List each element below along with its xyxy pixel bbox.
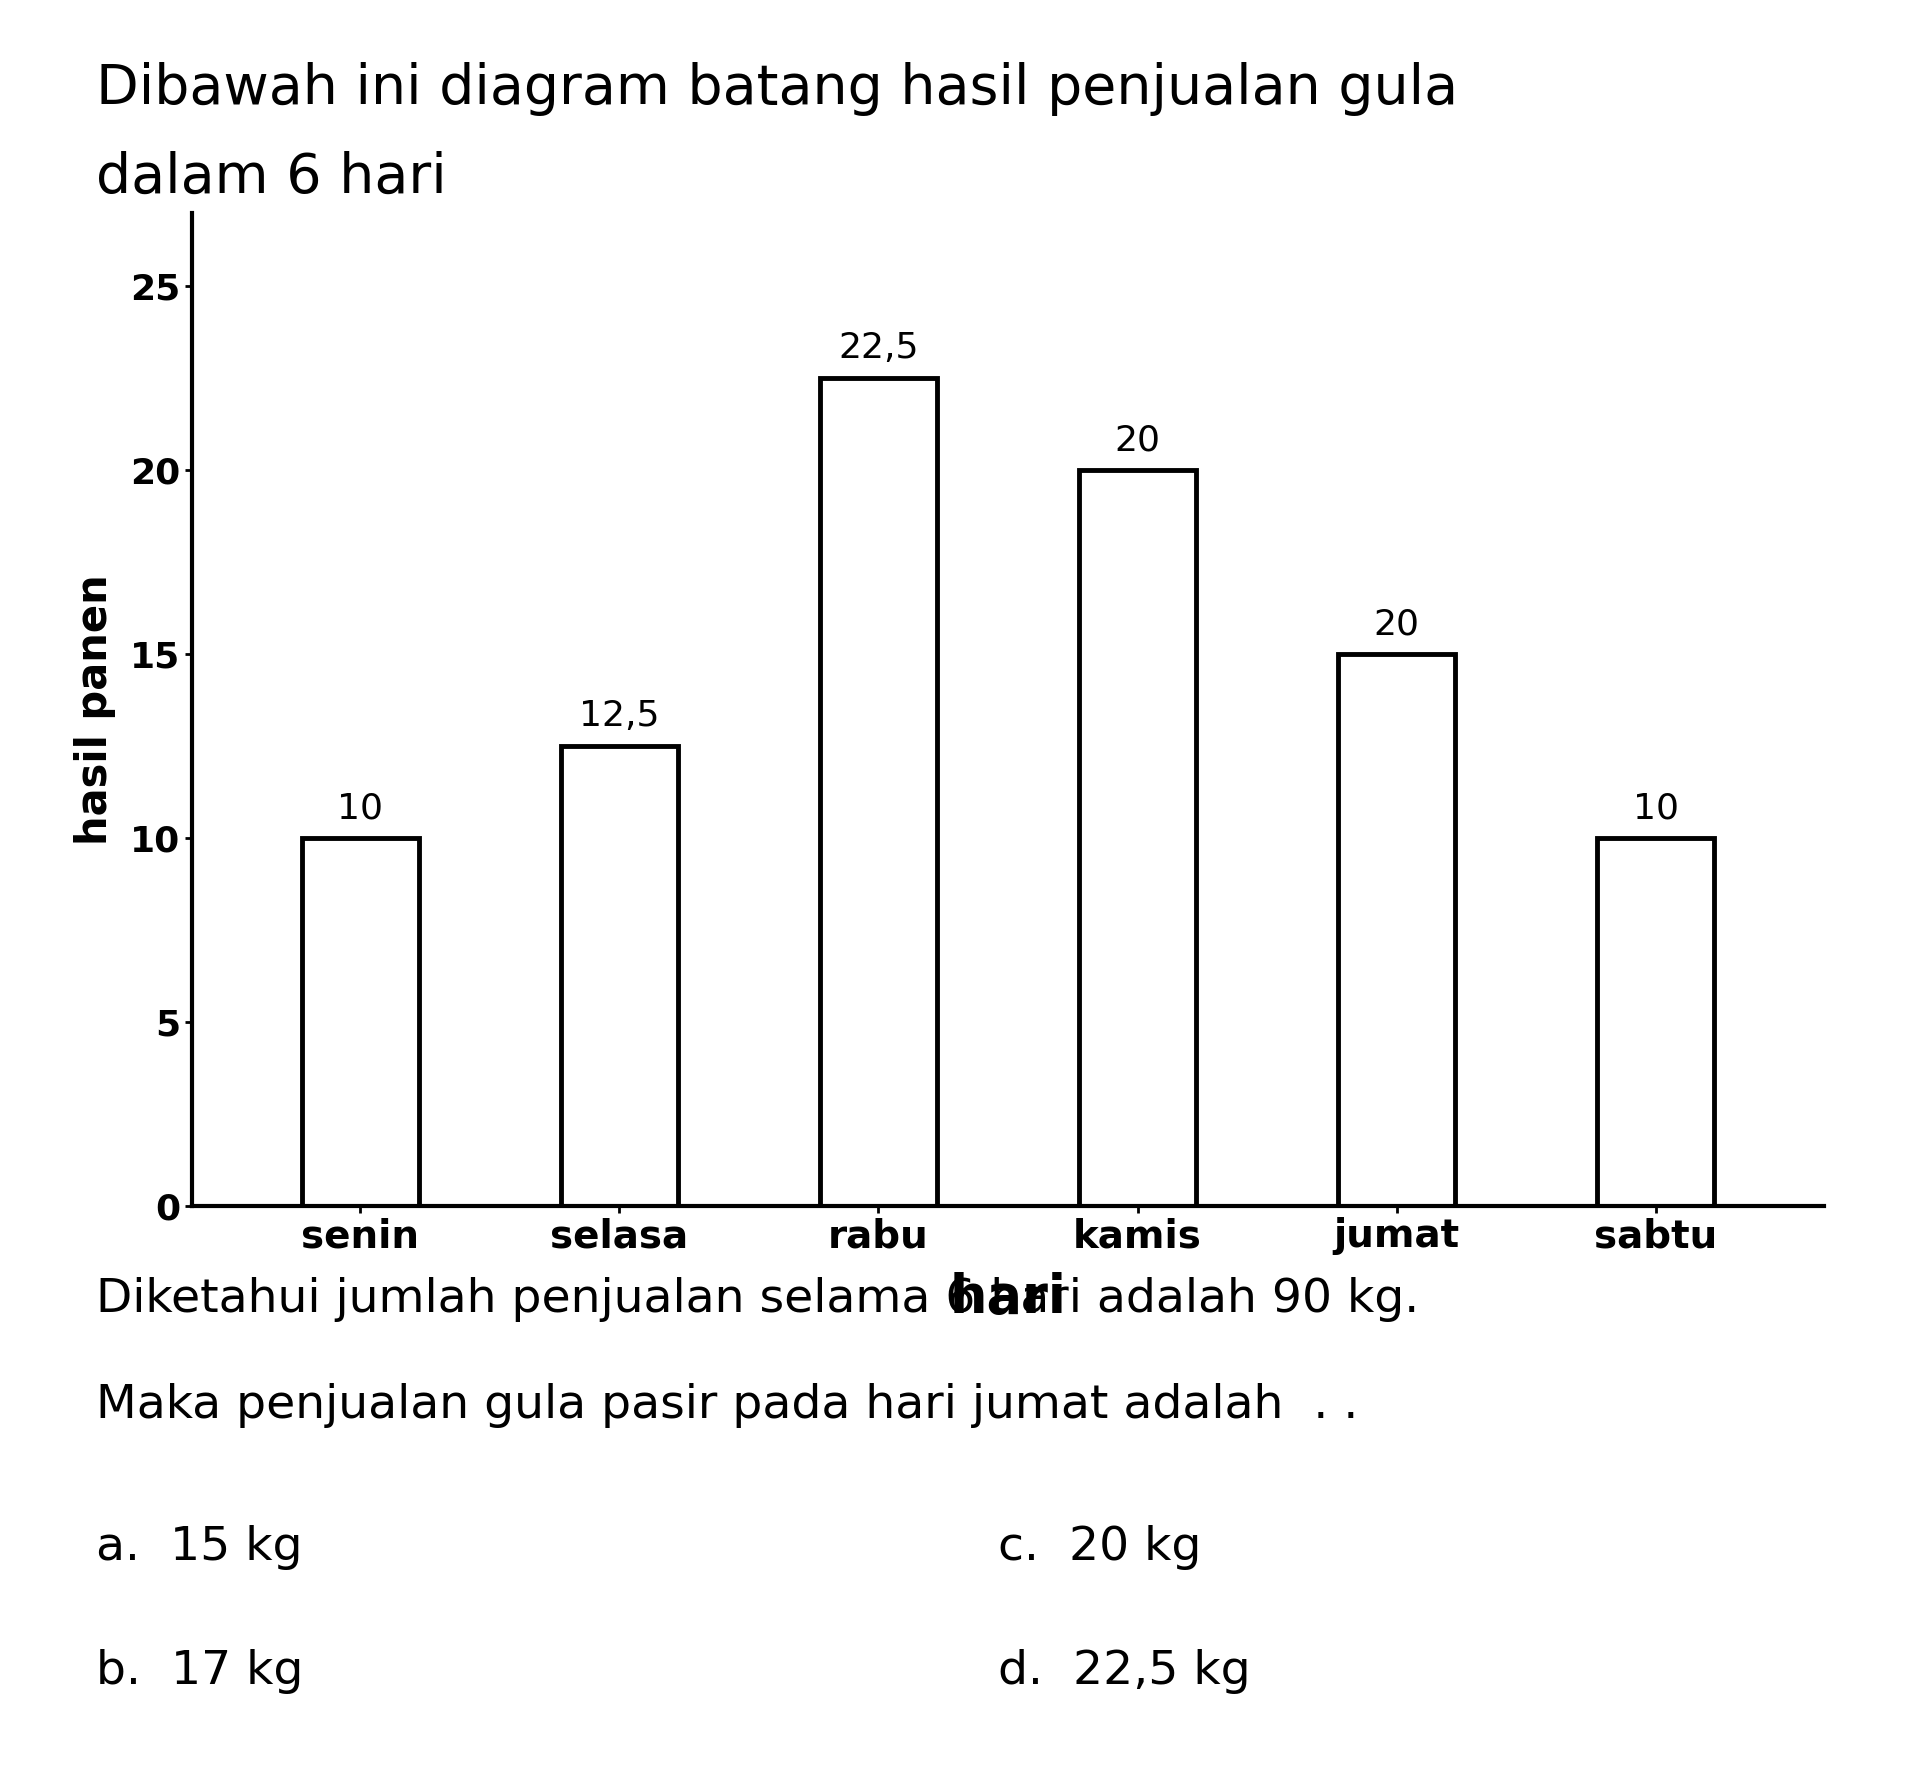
- Text: 20: 20: [1373, 606, 1419, 642]
- X-axis label: hari: hari: [950, 1271, 1066, 1324]
- Text: Dibawah ini diagram batang hasil penjualan gula: Dibawah ini diagram batang hasil penjual…: [96, 62, 1457, 115]
- Text: 22,5: 22,5: [839, 332, 920, 365]
- Bar: [1338, 654, 1455, 1206]
- Text: b.  17 kg: b. 17 kg: [96, 1649, 303, 1693]
- Bar: [820, 378, 937, 1206]
- Bar: [301, 839, 419, 1206]
- Y-axis label: hasil panen: hasil panen: [75, 574, 115, 844]
- Text: dalam 6 hari: dalam 6 hari: [96, 151, 447, 204]
- Text: 12,5: 12,5: [580, 699, 660, 732]
- Text: 10: 10: [1632, 791, 1678, 824]
- Text: 20: 20: [1114, 424, 1160, 457]
- Bar: [561, 746, 678, 1206]
- Text: 10: 10: [338, 791, 384, 824]
- Text: Diketahui jumlah penjualan selama 6 hari adalah 90 kg.: Diketahui jumlah penjualan selama 6 hari…: [96, 1277, 1419, 1321]
- Text: a.  15 kg: a. 15 kg: [96, 1525, 303, 1569]
- Bar: [1597, 839, 1715, 1206]
- Text: Maka penjualan gula pasir pada hari jumat adalah  . .: Maka penjualan gula pasir pada hari juma…: [96, 1383, 1357, 1427]
- Bar: [1079, 470, 1196, 1206]
- Text: d.  22,5 kg: d. 22,5 kg: [998, 1649, 1252, 1693]
- Text: c.  20 kg: c. 20 kg: [998, 1525, 1202, 1569]
